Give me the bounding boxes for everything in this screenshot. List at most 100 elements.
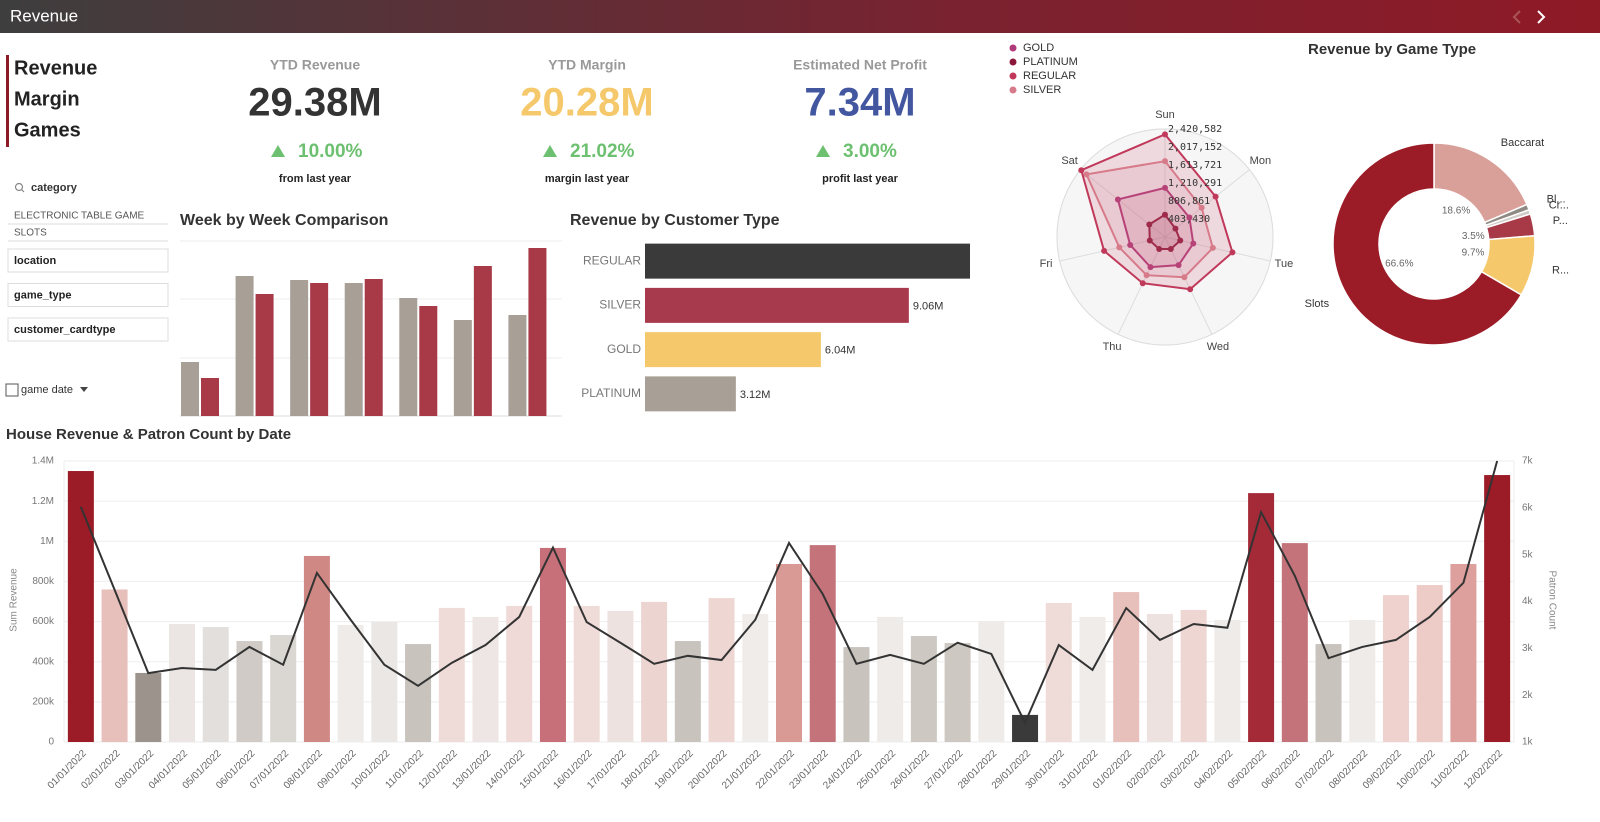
radar-point	[1212, 193, 1219, 200]
category-label: PLATINUM	[581, 386, 641, 400]
bar	[539, 547, 566, 742]
bar	[270, 635, 297, 742]
bar	[337, 624, 364, 742]
legend-swatch	[1009, 72, 1017, 80]
search-icon-handle	[21, 189, 25, 193]
bar	[1180, 609, 1207, 742]
slice-value-label: 9.7%	[1462, 247, 1485, 258]
bar	[473, 266, 492, 416]
slice-label: P...	[1553, 215, 1568, 227]
bar	[645, 243, 970, 279]
y2-tick-label: 2k	[1522, 690, 1534, 701]
bar	[1484, 475, 1511, 742]
legend-label: GOLD	[1023, 42, 1054, 54]
nav-item[interactable]: Margin	[14, 88, 80, 110]
radar-axis-label: Fri	[1040, 258, 1053, 270]
kpi-note: from last year	[279, 173, 352, 185]
slice-value-label: 66.6%	[1385, 259, 1413, 270]
header-bar	[0, 0, 1600, 33]
kpi-arrow	[271, 145, 285, 157]
filter-box[interactable]	[7, 283, 169, 307]
slice-value-label: 3.5%	[1462, 231, 1485, 242]
filter-box[interactable]	[7, 317, 169, 342]
y2-axis-label: Patron Count	[1546, 571, 1557, 630]
slice-label: Slots	[1305, 298, 1330, 310]
y-tick-label: 0	[48, 737, 54, 748]
prev-sheet[interactable]	[1512, 10, 1521, 24]
y-tick-label: 200k	[32, 696, 55, 707]
radar-point	[1143, 272, 1150, 279]
bar	[303, 555, 330, 742]
filter-label[interactable]: location	[14, 255, 56, 267]
bar	[607, 610, 634, 742]
radar-point	[1114, 196, 1121, 203]
radial-tick-label: 1,613,721	[1168, 160, 1222, 171]
bar	[169, 623, 196, 742]
y2-tick-label: 7k	[1522, 456, 1534, 467]
kpi-note: margin last year	[545, 173, 630, 185]
filter-item[interactable]: SLOTS	[14, 228, 47, 239]
bar	[438, 607, 465, 742]
legend-swatch	[1009, 58, 1017, 66]
radar-point	[1175, 262, 1182, 269]
slice-label: Cr...	[1549, 199, 1569, 211]
bar	[236, 641, 263, 742]
radar-point	[1209, 244, 1216, 251]
filter-box[interactable]	[7, 248, 169, 273]
bar	[202, 626, 229, 742]
radar-point	[1162, 158, 1168, 165]
y-tick-label: 600k	[32, 616, 55, 627]
kpi-title: Estimated Net Profit	[793, 57, 927, 73]
radar-point	[1127, 241, 1134, 248]
kpi-title: YTD Margin	[548, 57, 626, 73]
y-tick-label: 1.4M	[32, 456, 54, 467]
kpi-change: 21.02%	[570, 141, 635, 162]
radar-axis-label: Sun	[1155, 109, 1175, 121]
radar-point	[1229, 249, 1236, 256]
bar	[809, 545, 836, 742]
bar	[645, 287, 909, 323]
bar	[1113, 592, 1140, 742]
bar	[472, 616, 499, 742]
bar	[405, 644, 432, 742]
y2-tick-label: 1k	[1522, 737, 1534, 748]
bar	[877, 616, 904, 742]
filter-label[interactable]: customer_cardtype	[14, 324, 116, 336]
radar-spoke	[1164, 169, 1250, 238]
radar-point	[1162, 131, 1168, 138]
radar-axis-label: Thu	[1103, 341, 1122, 353]
nav-item[interactable]: Revenue	[14, 57, 97, 79]
next-sheet[interactable]	[1537, 10, 1546, 24]
filter-item[interactable]: ELECTRONIC TABLE GAME	[14, 211, 145, 222]
slice-label: R...	[1552, 265, 1569, 277]
bar	[201, 378, 219, 416]
bar	[255, 294, 274, 416]
bar	[419, 306, 438, 416]
date-filter[interactable]: game date	[21, 384, 73, 396]
nav-item[interactable]: Games	[14, 119, 81, 141]
radar-axis-label: Wed	[1207, 341, 1229, 353]
bar	[310, 283, 329, 416]
radar-point	[1190, 240, 1197, 247]
radar-point	[1147, 264, 1154, 271]
dropdown-caret[interactable]	[80, 387, 88, 392]
filter-label[interactable]: game_type	[14, 289, 71, 301]
radial-tick-label: 1,210,291	[1168, 178, 1222, 189]
bar	[1214, 619, 1241, 742]
chart-title: Revenue by Customer Type	[570, 212, 780, 229]
category-label: GOLD	[607, 342, 641, 356]
y2-tick-label: 4k	[1522, 596, 1534, 607]
radar-point	[1083, 171, 1090, 178]
search-label[interactable]: category	[31, 182, 78, 194]
y2-tick-label: 3k	[1522, 643, 1534, 654]
radar-point	[1156, 246, 1163, 253]
value-label: 3.12M	[740, 389, 771, 401]
bar	[135, 672, 162, 742]
bar	[573, 605, 600, 742]
radial-tick-label: 403,430	[1168, 214, 1210, 225]
radar-area	[1085, 160, 1214, 279]
bar	[1248, 493, 1275, 742]
bar	[1281, 543, 1308, 742]
y2-tick-label: 6k	[1522, 502, 1534, 513]
